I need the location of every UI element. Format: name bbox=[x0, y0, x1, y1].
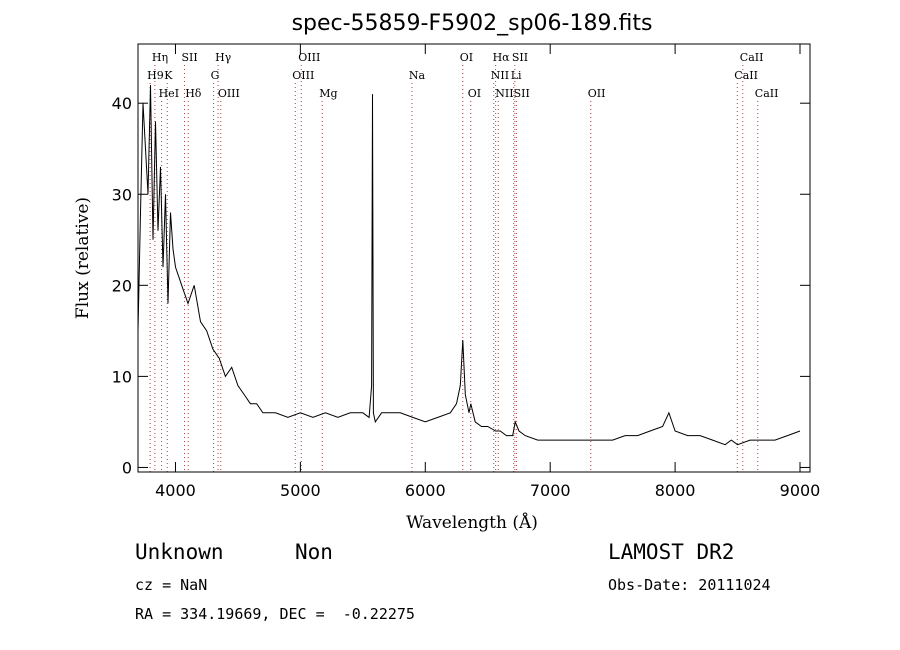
plot-frame bbox=[137, 43, 811, 473]
emission-line-label: K bbox=[164, 69, 173, 82]
emission-line-label: OIII bbox=[298, 51, 320, 64]
emission-line-label: CaII bbox=[734, 69, 758, 82]
y-tick-label: 30 bbox=[112, 185, 132, 204]
emission-line-label: Na bbox=[409, 69, 426, 82]
x-tick-label: 9000 bbox=[780, 481, 821, 500]
emission-line-label: SII bbox=[512, 51, 528, 64]
classification-text: Unknown bbox=[135, 540, 224, 564]
emission-line-label: CaII bbox=[740, 51, 764, 64]
x-tick-label: 7000 bbox=[530, 481, 571, 500]
y-axis-label: Flux (relative) bbox=[73, 197, 93, 319]
x-tick-label: 4000 bbox=[155, 481, 196, 500]
y-tick-label: 10 bbox=[112, 367, 132, 386]
x-axis-ticks: 4000 5000 6000 7000 8000 9000 bbox=[155, 44, 820, 500]
emission-line-label: Li bbox=[511, 69, 522, 82]
emission-line-label: OI bbox=[468, 87, 481, 100]
y-tick-label: 20 bbox=[112, 276, 132, 295]
coords-text: RA = 334.19669, DEC = -0.22275 bbox=[135, 605, 415, 623]
x-tick-label: 5000 bbox=[280, 481, 321, 500]
emission-line-label: OIII bbox=[218, 87, 240, 100]
emission-line-label: HeI bbox=[159, 87, 179, 100]
subclass-text: Non bbox=[295, 540, 333, 564]
chart-title: spec-55859-F5902_sp06-189.fits bbox=[292, 11, 653, 36]
y-tick-label: 0 bbox=[122, 458, 132, 477]
x-tick-label: 6000 bbox=[405, 481, 446, 500]
emission-line-label: H9 bbox=[147, 69, 164, 82]
emission-line-label: Hδ bbox=[185, 87, 202, 100]
survey-text: LAMOST DR2 bbox=[608, 540, 735, 564]
obs-date-text: Obs-Date: 20111024 bbox=[608, 576, 771, 594]
emission-line-markers bbox=[149, 65, 759, 472]
emission-line-label: OII bbox=[588, 87, 606, 100]
emission-line-label: Hγ bbox=[215, 51, 232, 64]
emission-line-label: Mg bbox=[319, 87, 337, 100]
emission-line-label: G bbox=[211, 69, 220, 82]
emission-line-label: NII bbox=[495, 87, 513, 100]
emission-line-label: NII bbox=[491, 69, 509, 82]
emission-line-label: SII bbox=[181, 51, 197, 64]
emission-line-label: CaII bbox=[755, 87, 779, 100]
spectrum-series-line bbox=[137, 84, 801, 446]
emission-line-label: OI bbox=[460, 51, 473, 64]
emission-line-label: SII bbox=[514, 87, 530, 100]
emission-line-label: OIII bbox=[292, 69, 314, 82]
x-tick-label: 8000 bbox=[655, 481, 696, 500]
x-axis-label: Wavelength (Å) bbox=[406, 512, 538, 533]
emission-line-label: Hη bbox=[152, 51, 168, 64]
emission-line-label: Hα bbox=[493, 51, 511, 64]
redshift-text: cz = NaN bbox=[135, 576, 208, 594]
y-tick-label: 40 bbox=[112, 94, 132, 113]
y-axis-ticks: 0 10 20 30 40 bbox=[112, 94, 810, 477]
